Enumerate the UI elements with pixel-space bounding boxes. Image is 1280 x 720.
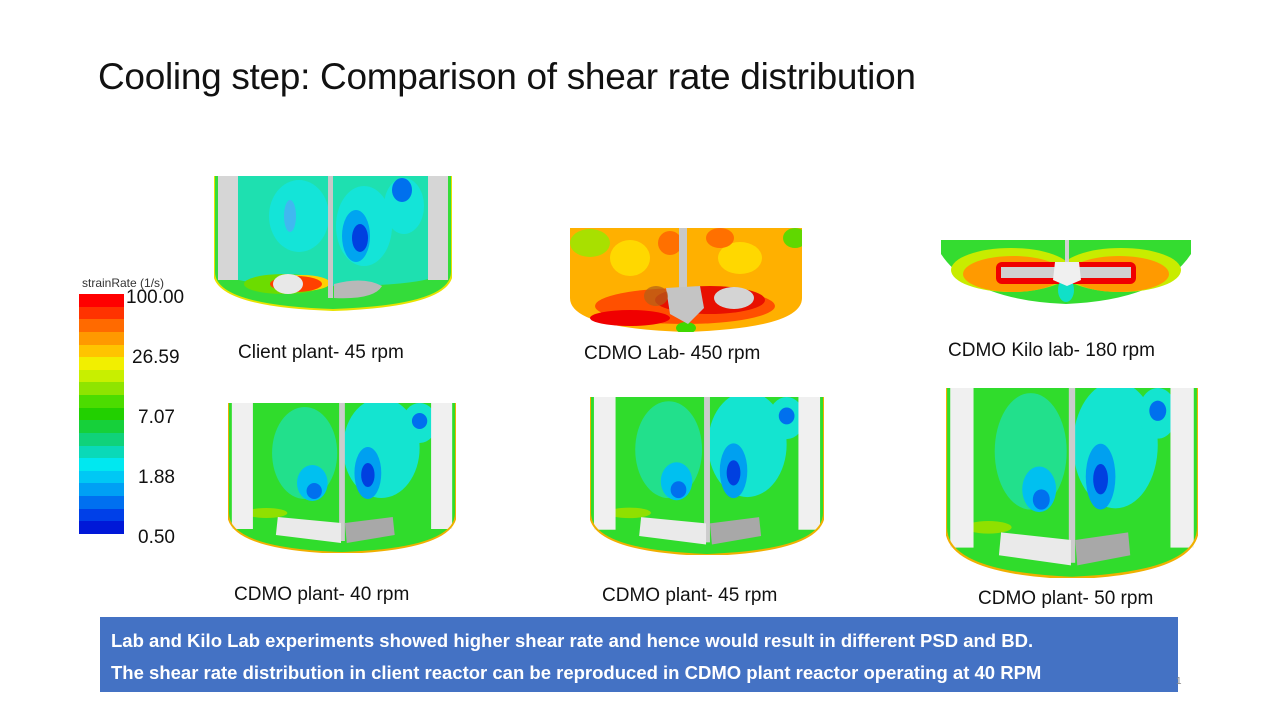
legend-tick: 1.88	[138, 467, 175, 488]
color-scale-step	[79, 521, 124, 534]
color-scale-step	[79, 331, 124, 345]
color-scale-step	[79, 306, 124, 320]
callout-line-1: Lab and Kilo Lab experiments showed high…	[111, 630, 1034, 651]
conclusion-callout: Lab and Kilo Lab experiments showed high…	[100, 617, 1178, 692]
caption-cdmo-lab: CDMO Lab- 450 rpm	[584, 343, 761, 364]
color-scale-step	[79, 470, 124, 484]
color-scale-step	[79, 432, 124, 446]
caption-cdmo-plant-40: CDMO plant- 40 rpm	[234, 584, 410, 605]
color-scale-step	[79, 369, 124, 383]
sim-image-cdmo-plant-50	[946, 388, 1198, 578]
color-scale-step	[79, 319, 124, 332]
sim-image-client-plant	[214, 176, 452, 312]
color-scale-step	[79, 294, 124, 307]
caption-cdmo-kilo-lab: CDMO Kilo lab- 180 rpm	[948, 340, 1155, 361]
caption-client-plant: Client plant- 45 rpm	[238, 342, 404, 363]
legend-tick: 26.59	[132, 347, 180, 368]
color-scale-step	[79, 420, 124, 433]
color-scale-step	[79, 496, 124, 509]
slide-number: 1	[1176, 676, 1182, 687]
sim-image-cdmo-kilo-lab	[941, 240, 1191, 304]
legend-tick-min: 0.50	[138, 527, 175, 548]
color-scale-step	[79, 508, 124, 522]
callout-line-2: The shear rate distribution in client re…	[111, 662, 1042, 683]
sim-image-cdmo-plant-45	[590, 397, 824, 555]
legend-title: strainRate (1/s)	[82, 276, 165, 290]
legend-tick: 7.07	[138, 407, 175, 428]
legend-tick-max: 100.00	[126, 287, 185, 308]
sim-image-cdmo-lab	[570, 228, 802, 332]
color-scale-step	[79, 382, 124, 395]
color-scale-bar	[79, 294, 124, 534]
color-scale-step	[79, 445, 124, 459]
color-scale-step	[79, 357, 124, 370]
caption-cdmo-plant-50: CDMO plant- 50 rpm	[978, 588, 1154, 609]
sim-image-cdmo-plant-40	[228, 403, 456, 553]
color-scale-step	[79, 407, 124, 421]
color-scale-step	[79, 483, 124, 496]
caption-cdmo-plant-45: CDMO plant- 45 rpm	[602, 585, 778, 606]
slide-title: Cooling step: Comparison of shear rate d…	[98, 56, 916, 97]
color-scale-step	[79, 344, 124, 358]
color-scale-step	[79, 458, 124, 471]
color-scale-step	[79, 395, 124, 408]
